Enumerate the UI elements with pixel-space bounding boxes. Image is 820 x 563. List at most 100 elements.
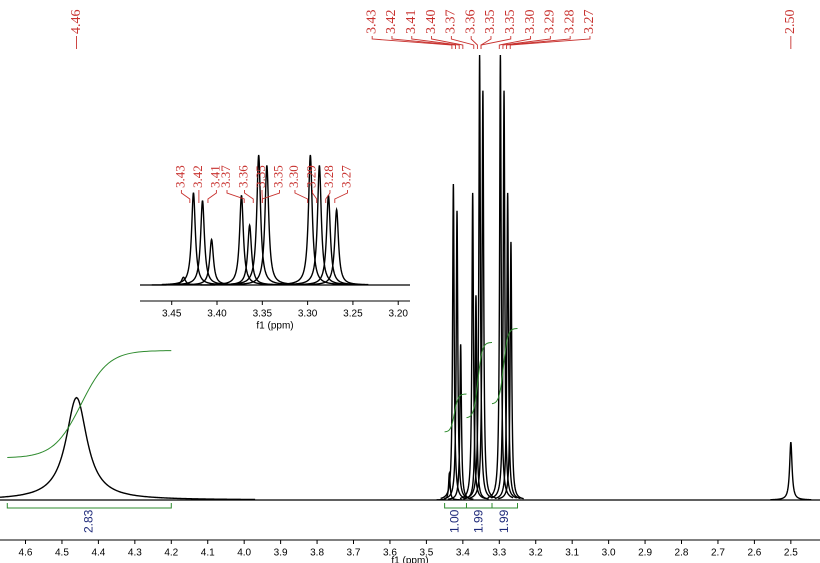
x-tick-label: 3.5 <box>419 548 433 559</box>
peak <box>494 192 521 500</box>
x-tick-label: 3.3 <box>492 548 506 559</box>
peak <box>170 200 235 286</box>
peak <box>491 90 517 499</box>
peak <box>440 184 467 500</box>
peak-label: 3.37 <box>218 165 233 188</box>
x-tick-label: 3.6 <box>383 548 397 559</box>
peak <box>217 222 282 286</box>
x-tick-label: 4.3 <box>128 548 142 559</box>
x-tick-label: 3.20 <box>388 309 408 320</box>
integral-curve <box>7 350 172 459</box>
x-tick-label: 3.35 <box>253 309 273 320</box>
peak-label-connector <box>498 36 532 49</box>
peak-label: 3.29 <box>543 10 558 35</box>
peak <box>296 195 361 286</box>
peak <box>226 154 291 286</box>
peak-label-connector <box>480 36 512 49</box>
peak-label-connector <box>261 190 280 203</box>
peak <box>287 165 352 286</box>
x-tick-label: 4.0 <box>237 548 251 559</box>
x-tick-label: 2.6 <box>747 548 761 559</box>
peak-label-connector <box>207 190 217 203</box>
integral-curve <box>444 393 467 433</box>
peak <box>436 470 463 501</box>
peak-label-connector <box>371 36 453 49</box>
peak <box>444 210 470 500</box>
x-tick-label: 3.40 <box>207 309 227 320</box>
peak-label: 3.43 <box>172 165 187 188</box>
peak-label-connector <box>294 190 309 203</box>
peak <box>770 442 812 501</box>
x-tick-label: 3.4 <box>456 548 470 559</box>
x-tick-label: 2.7 <box>711 548 725 559</box>
x-tick-label: 3.1 <box>565 548 579 559</box>
peak-label-connector <box>312 190 318 203</box>
x-tick-label: 4.6 <box>19 548 33 559</box>
x-tick-label: 3.9 <box>274 548 288 559</box>
x-axis-label: f1 (ppm) <box>391 556 428 563</box>
x-tick-label: 2.8 <box>675 548 689 559</box>
peak <box>498 241 524 500</box>
peak-label: 3.41 <box>404 10 419 35</box>
x-tick-label: 3.7 <box>347 548 361 559</box>
peak-label-connector <box>226 190 245 203</box>
peak <box>447 344 474 500</box>
peak-label-connector <box>180 190 191 203</box>
peak-label-connector <box>480 36 492 49</box>
integral-bracket <box>465 503 493 509</box>
peak <box>304 206 369 286</box>
integral-curve <box>466 341 493 419</box>
integral-curve <box>491 327 518 405</box>
peak-label-connector <box>506 36 571 49</box>
peak-label: 3.28 <box>562 10 577 35</box>
x-tick-label: 3.45 <box>162 309 182 320</box>
x-tick-label: 2.5 <box>784 548 798 559</box>
x-tick-label: 4.2 <box>164 548 178 559</box>
peak-label: 3.28 <box>321 165 336 188</box>
peak-label: 3.35 <box>253 165 268 188</box>
peak-label-connector <box>244 190 254 203</box>
integral-label: 1.99 <box>471 509 485 533</box>
x-tick-label: 3.25 <box>343 309 363 320</box>
peak-label: 2.50 <box>783 10 798 35</box>
peak-label-connector <box>470 36 478 49</box>
x-tick-label: 2.9 <box>638 548 652 559</box>
x-tick-label: 4.4 <box>91 548 105 559</box>
peak <box>0 396 256 501</box>
peak-label: 3.27 <box>338 165 353 188</box>
x-tick-label: 3.2 <box>529 548 543 559</box>
integral-bracket <box>6 503 172 509</box>
peak-label: 3.41 <box>207 165 222 188</box>
integral-label: 1.99 <box>497 509 511 533</box>
peak-label-connector <box>450 36 475 49</box>
integral-bracket <box>444 503 467 509</box>
peak-label: 3.35 <box>503 10 518 35</box>
peak <box>278 154 343 286</box>
peak-label: 3.40 <box>424 10 439 35</box>
peak-label-connector <box>325 190 331 203</box>
peak-label-connector <box>334 190 348 203</box>
peak-label: 3.43 <box>364 10 379 35</box>
x-tick-label: 3.8 <box>310 548 324 559</box>
peak <box>161 192 226 286</box>
peak-label: 4.46 <box>69 10 84 35</box>
peak-label-connector <box>502 36 551 49</box>
peak-label: 3.27 <box>582 10 597 35</box>
peak-label: 3.36 <box>463 10 478 35</box>
peak-label: 3.35 <box>483 10 498 35</box>
integral-label: 1.00 <box>448 509 462 533</box>
peak-label: 3.42 <box>384 10 399 35</box>
integral-bracket <box>491 503 519 509</box>
peak <box>487 54 514 499</box>
peak-label: 3.36 <box>235 165 250 188</box>
peak-label: 3.37 <box>444 10 459 35</box>
peak-label: 3.30 <box>286 165 301 188</box>
peak <box>466 54 493 499</box>
x-axis-label: f1 (ppm) <box>256 321 293 332</box>
peak-label-connector <box>391 36 457 49</box>
x-tick-label: 3.0 <box>602 548 616 559</box>
peak-label-connector <box>509 36 591 49</box>
peak-label: 3.29 <box>303 165 318 188</box>
